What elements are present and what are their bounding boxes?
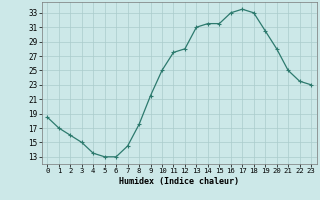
X-axis label: Humidex (Indice chaleur): Humidex (Indice chaleur): [119, 177, 239, 186]
